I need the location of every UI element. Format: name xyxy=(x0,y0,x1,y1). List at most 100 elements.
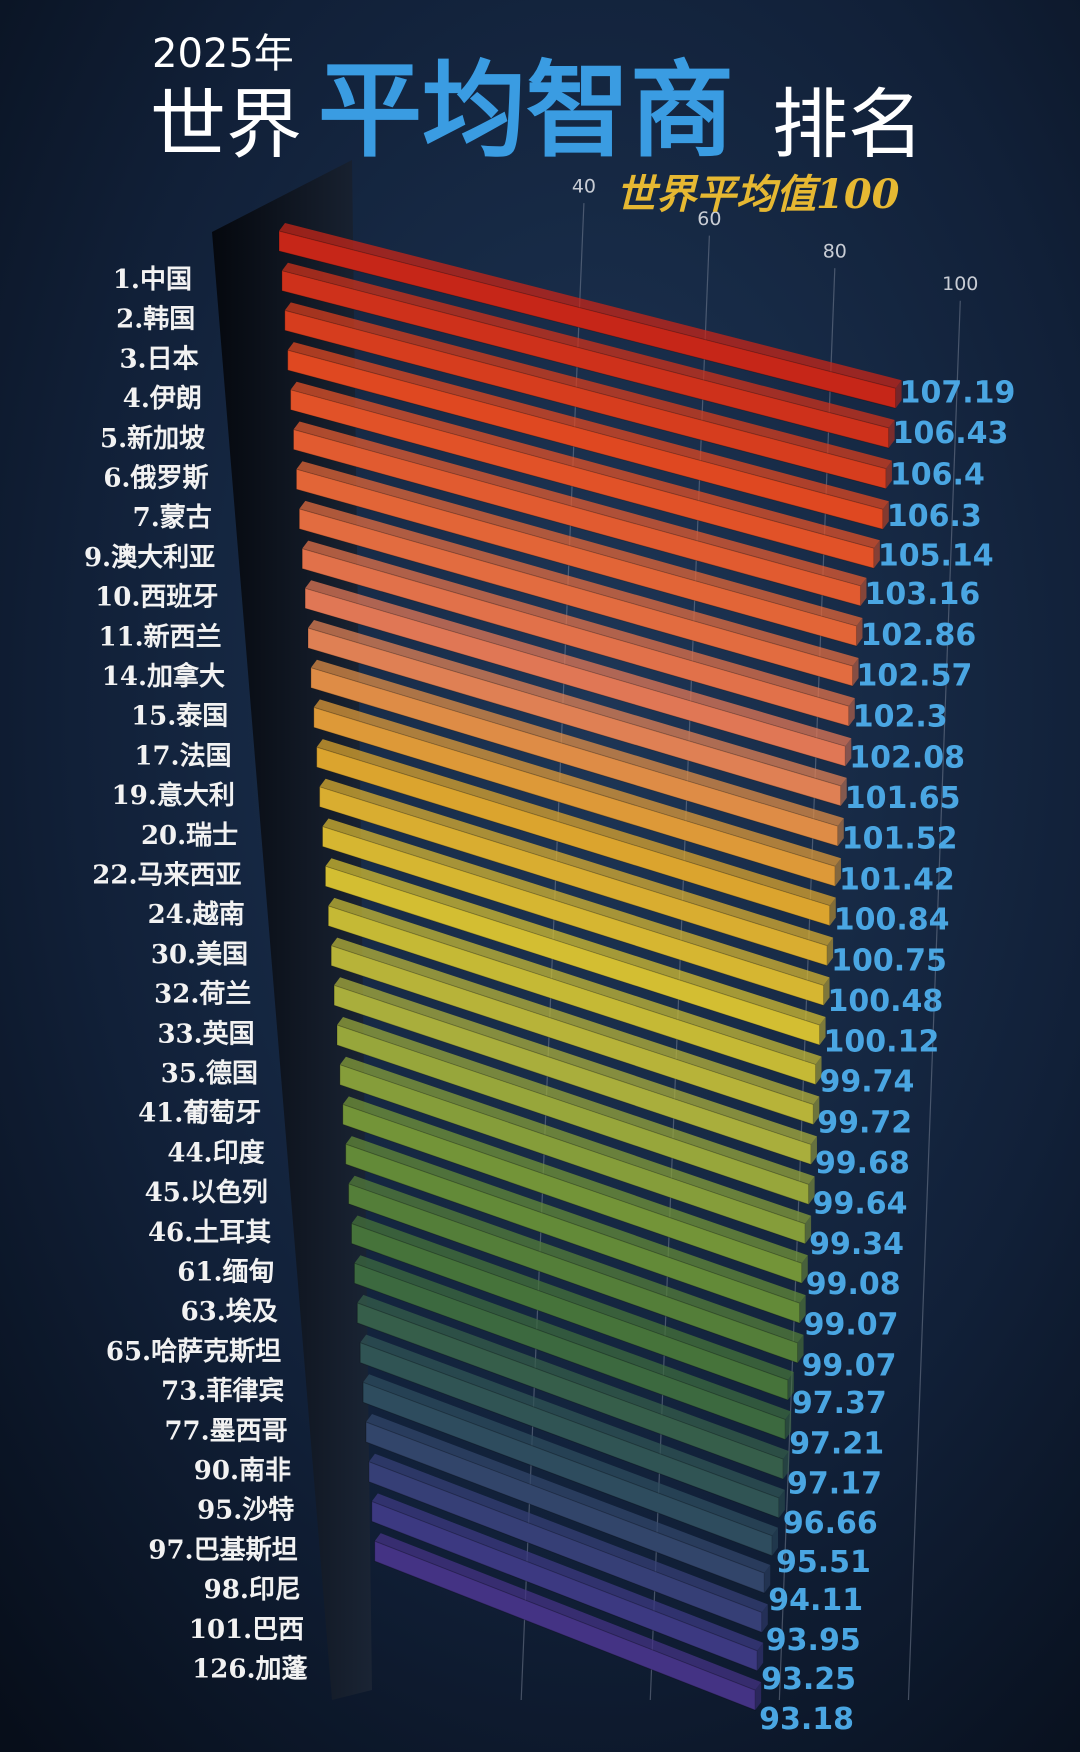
category-label: 44.印度 xyxy=(167,1137,264,1168)
category-label: 33.英国 xyxy=(157,1019,254,1049)
value-label: 97.37 xyxy=(792,1386,887,1421)
bar xyxy=(362,1381,773,1557)
x-tick-label: 80 xyxy=(823,241,847,263)
bar-top xyxy=(360,1334,785,1498)
value-label: 102.3 xyxy=(853,700,948,735)
category-label: 98.印尼 xyxy=(204,1575,301,1605)
value-label: 99.07 xyxy=(804,1308,899,1343)
bar-end xyxy=(848,698,855,727)
category-label: 15.泰国 xyxy=(131,702,228,732)
bar-end xyxy=(801,1255,808,1284)
bar xyxy=(319,786,828,967)
category-label: 7.蒙古 xyxy=(133,503,212,533)
category-label: 95.沙特 xyxy=(197,1495,294,1526)
bar-top xyxy=(322,818,830,986)
bar xyxy=(278,230,897,409)
bar xyxy=(298,508,854,687)
side-wall xyxy=(212,160,372,1700)
bar xyxy=(368,1460,763,1634)
bar xyxy=(281,270,890,449)
value-label: 100.75 xyxy=(831,944,947,979)
bar-end xyxy=(885,460,892,489)
category-label: 14.加拿大 xyxy=(102,661,225,692)
bar-top xyxy=(339,1056,812,1224)
value-label: 99.34 xyxy=(809,1227,904,1262)
bar-end xyxy=(810,1136,817,1165)
bar-top xyxy=(371,1493,764,1651)
value-label: 97.21 xyxy=(789,1426,884,1461)
value-label: 99.07 xyxy=(802,1348,897,1383)
subtitle: 世界平均值100 xyxy=(616,171,900,218)
value-label: 100.48 xyxy=(828,984,944,1019)
bar-end xyxy=(888,419,895,448)
bar-top xyxy=(310,659,844,827)
title-year: 2025年 xyxy=(152,31,294,77)
bar xyxy=(327,905,817,1086)
value-label: 106.3 xyxy=(887,499,982,534)
value-label: 101.42 xyxy=(839,863,955,898)
bar-top xyxy=(357,1294,790,1460)
bar-top xyxy=(342,1096,808,1264)
bar xyxy=(295,468,857,647)
bar-end xyxy=(823,977,830,1006)
category-label: 97.巴基斯坦 xyxy=(148,1535,297,1565)
bar-end xyxy=(787,1371,794,1400)
value-label: 93.95 xyxy=(766,1623,861,1658)
category-label: 4.伊朗 xyxy=(123,384,202,414)
value-label: 101.52 xyxy=(842,822,958,857)
category-label: 32.荷兰 xyxy=(154,980,251,1010)
bar-top xyxy=(374,1533,762,1691)
value-label: 100.12 xyxy=(824,1024,940,1059)
bar-top xyxy=(308,620,847,786)
bar xyxy=(330,944,814,1126)
bar-top xyxy=(319,778,834,946)
bar-end xyxy=(852,658,859,687)
bar xyxy=(371,1500,758,1672)
bar-top xyxy=(293,421,867,586)
bar-end xyxy=(827,937,834,966)
category-label: 101.巴西 xyxy=(189,1615,304,1645)
bar xyxy=(348,1183,799,1364)
bar xyxy=(304,587,846,767)
category-label: 17.法国 xyxy=(134,741,231,771)
category-label: 1.中国 xyxy=(113,265,192,295)
bar xyxy=(316,746,831,927)
bar-top xyxy=(313,699,841,867)
bar-top xyxy=(366,1414,771,1574)
bar-end xyxy=(805,1215,812,1244)
bar-top xyxy=(287,342,889,510)
category-label: 61.缅甸 xyxy=(177,1257,274,1288)
category-label: 30.美国 xyxy=(151,939,248,970)
value-label: 99.72 xyxy=(817,1105,912,1140)
title-main: 平均智商 xyxy=(318,49,734,171)
bar-end xyxy=(813,1096,820,1125)
bar xyxy=(353,1262,786,1441)
bar-top xyxy=(345,1136,806,1304)
value-label: 93.25 xyxy=(761,1662,856,1697)
bar-end xyxy=(761,1604,768,1633)
category-label: 41.葡萄牙 xyxy=(138,1099,261,1129)
category-label: 11.新西兰 xyxy=(98,621,221,652)
bar xyxy=(345,1143,801,1324)
value-label: 106.4 xyxy=(890,458,985,493)
bar-top xyxy=(290,381,880,549)
bar-end xyxy=(778,1489,785,1518)
category-label: 35.德国 xyxy=(161,1059,258,1089)
category-label: 6.俄罗斯 xyxy=(103,464,208,494)
bar-end xyxy=(755,1682,762,1711)
grid: 40 60 80 100 xyxy=(520,176,978,1701)
value-label: 93.18 xyxy=(759,1702,854,1737)
bar-end xyxy=(882,501,889,530)
bar-top xyxy=(305,580,852,747)
bar-end xyxy=(783,1451,790,1480)
value-label: 100.84 xyxy=(834,903,950,938)
bar-end xyxy=(815,1056,822,1085)
category-label: 63.埃及 xyxy=(181,1297,278,1327)
value-label: 96.66 xyxy=(783,1506,878,1541)
category-label: 45.以色列 xyxy=(145,1177,268,1208)
bar xyxy=(287,349,884,530)
bar-top xyxy=(368,1453,768,1613)
bar-end xyxy=(845,738,852,767)
bar-top xyxy=(302,540,855,707)
value-label: 103.16 xyxy=(864,577,980,612)
